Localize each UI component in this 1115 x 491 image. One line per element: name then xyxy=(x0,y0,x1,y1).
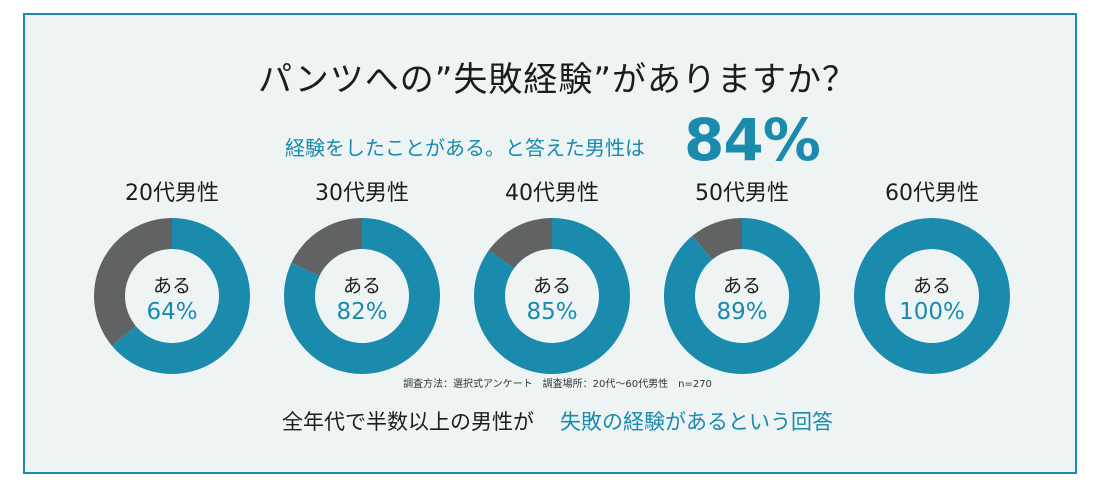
donut-title: 40代男性 xyxy=(505,181,599,206)
donut-slice-yes xyxy=(474,218,630,374)
donut-slice-yes xyxy=(284,218,440,374)
donut-center-label: ある xyxy=(723,275,761,297)
donut-chart-20s: 20代男性 ある 64% xyxy=(92,178,252,376)
lead-text: 経験をしたことがある。と答えた男性は xyxy=(285,136,645,160)
donut-value-label: 85% xyxy=(526,299,577,325)
donut-title: 30代男性 xyxy=(315,181,409,206)
donut-title: 60代男性 xyxy=(885,181,979,206)
donut-slice-yes xyxy=(854,218,1010,374)
donut-title: 50代男性 xyxy=(695,181,789,206)
summary-line: 全年代で半数以上の男性が 失敗の経験があるという回答 xyxy=(0,406,1115,436)
survey-note: 調査方法：選択式アンケート 調査場所：20代〜60代男性 n=270 xyxy=(403,379,712,390)
donut-center-label: ある xyxy=(153,275,191,297)
donut-center-label: ある xyxy=(533,275,571,297)
overall-percent: 84% xyxy=(684,106,821,174)
summary-text: 全年代で半数以上の男性が xyxy=(282,410,534,434)
page-title: パンツへの”失敗経験”がありますか？ xyxy=(258,60,857,100)
donut-slice-no xyxy=(488,218,552,269)
donut-chart-60s: 60代男性 ある 100% xyxy=(852,178,1012,376)
donut-slice-yes xyxy=(664,218,820,374)
donut-chart-40s: 40代男性 ある 85% xyxy=(472,178,632,376)
summary-highlight: 失敗の経験があるという回答 xyxy=(560,410,833,434)
donut-slice-yes xyxy=(111,218,250,374)
donut-value-label: 82% xyxy=(336,299,387,325)
donut-center-label: ある xyxy=(343,275,381,297)
donut-value-label: 100% xyxy=(899,299,965,325)
donut-slice-no xyxy=(692,218,742,260)
donut-title: 20代男性 xyxy=(125,181,219,206)
donut-value-label: 64% xyxy=(146,299,197,325)
donut-center-label: ある xyxy=(913,275,951,297)
donut-slice-no xyxy=(94,218,172,346)
donut-chart-50s: 50代男性 ある 89% xyxy=(662,178,822,376)
donut-slice-no xyxy=(291,218,362,276)
donut-chart-30s: 30代男性 ある 82% xyxy=(282,178,442,376)
donut-value-label: 89% xyxy=(716,299,767,325)
